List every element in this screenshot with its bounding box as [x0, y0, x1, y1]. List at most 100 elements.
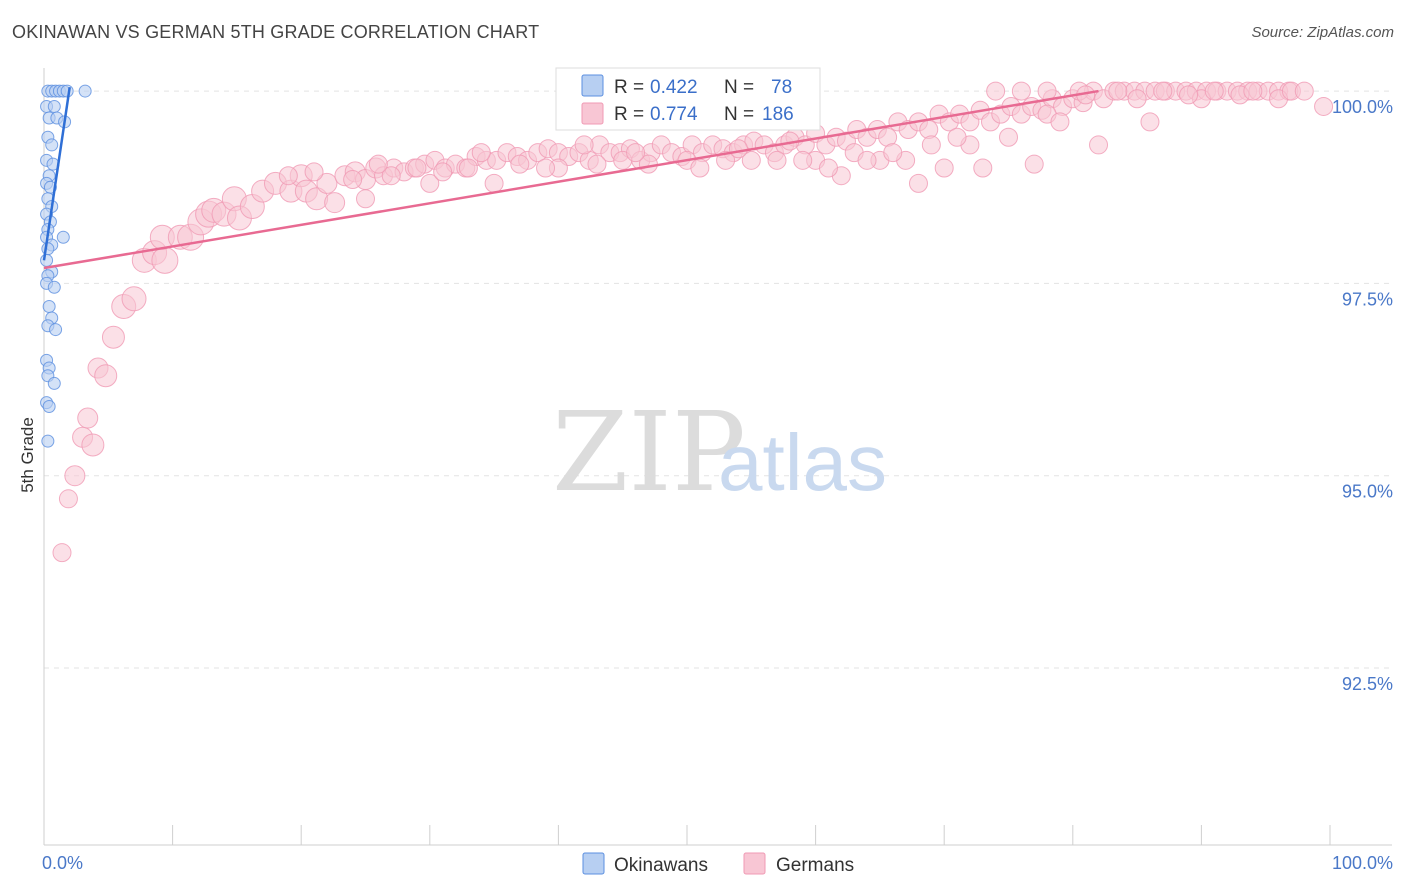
germans-point	[510, 154, 530, 174]
germans-point	[407, 158, 427, 178]
germans-point	[690, 158, 710, 178]
germans-point	[857, 150, 877, 170]
germans-point	[1314, 96, 1334, 116]
y-axis-title: 5th Grade	[18, 417, 37, 493]
germans-point	[1243, 81, 1263, 101]
germans-point	[343, 170, 363, 190]
series-legend: Okinawans Germans	[582, 852, 854, 876]
legend-r-label-germans: R =	[614, 104, 644, 125]
germans-point	[908, 173, 928, 193]
germans-point	[934, 158, 954, 178]
okinawans-point	[78, 84, 92, 98]
okinawans-point	[41, 242, 55, 256]
germans-point	[1089, 135, 1109, 155]
germans-point	[767, 150, 787, 170]
germans-point	[793, 150, 813, 170]
germans-point	[626, 143, 646, 163]
germans-point	[1011, 81, 1031, 101]
correlation-legend: R = 0.422 N = 78 R = 0.774 N = 186	[555, 67, 821, 131]
legend-swatch-germans	[581, 102, 604, 125]
legend-r-label-okinawans: R =	[614, 77, 644, 98]
germans-point	[52, 543, 72, 563]
germans-point	[818, 158, 838, 178]
y-tick-label: 97.5%	[1342, 289, 1393, 309]
germans-point	[121, 286, 147, 312]
series-legend-swatch-germans	[743, 852, 766, 875]
germans-point	[536, 158, 556, 178]
series-legend-swatch-okinawans	[582, 852, 605, 875]
axes	[43, 68, 1392, 846]
germans-point	[356, 189, 375, 209]
data-points	[40, 81, 1334, 563]
germans-point	[574, 135, 594, 155]
germans-point	[587, 154, 607, 174]
okinawans-point	[40, 253, 54, 267]
grid-lines	[44, 90, 1392, 669]
trend-lines	[42, 87, 1099, 270]
chart-source: Source: ZipAtlas.com	[1251, 24, 1394, 41]
okinawans-point	[47, 280, 61, 294]
watermark-zip: ZIP	[552, 388, 746, 516]
germans-point	[316, 172, 338, 194]
germans-point	[1140, 112, 1160, 132]
germans-point	[947, 127, 967, 147]
okinawans-point	[42, 299, 56, 313]
germans-point	[381, 166, 401, 186]
germans-point	[973, 158, 993, 178]
germans-point	[484, 173, 504, 193]
germans-point	[77, 407, 99, 429]
germans-point	[716, 150, 736, 170]
germans-point	[1127, 89, 1147, 109]
germans-point	[999, 127, 1018, 147]
series-legend-label-germans: Germans	[776, 855, 854, 876]
germans-point	[81, 433, 105, 457]
germans-point	[1204, 81, 1224, 101]
legend-r-value-germans: 0.774	[650, 104, 698, 125]
okinawans-point	[47, 376, 61, 390]
germans-point	[151, 246, 179, 274]
germans-point	[1153, 81, 1173, 101]
germans-point	[741, 150, 761, 170]
okinawans-point	[56, 230, 70, 244]
watermark-atlas: atlas	[718, 418, 887, 507]
y-tick-label: 100.0%	[1332, 97, 1393, 117]
series-legend-label-okinawans: Okinawans	[614, 855, 708, 876]
legend-n-value-okinawans: 78	[771, 77, 792, 98]
legend-n-label-okinawans: N =	[724, 77, 754, 98]
okinawans-point	[60, 84, 74, 98]
germans-point	[1108, 81, 1128, 101]
legend-r-value-okinawans: 0.422	[650, 77, 698, 98]
germans-point	[1024, 154, 1044, 174]
germans-point	[304, 162, 324, 182]
germans-point	[368, 154, 388, 174]
germans-point	[921, 135, 941, 155]
germans-point	[58, 489, 78, 509]
chart-title: OKINAWAN VS GERMAN 5TH GRADE CORRELATION…	[12, 22, 540, 42]
germans-point	[1294, 81, 1314, 101]
okinawans-trend-line	[42, 87, 71, 261]
germans-trend-line	[43, 89, 1099, 270]
germans-point	[986, 81, 1006, 101]
legend-n-label-germans: N =	[724, 104, 754, 125]
legend-swatch-okinawans	[581, 74, 604, 97]
germans-point	[324, 192, 346, 214]
germans-point	[64, 465, 86, 487]
germans-point	[1037, 81, 1057, 101]
germans-point	[458, 158, 478, 178]
germans-point	[1050, 112, 1070, 132]
germans-point	[433, 162, 453, 182]
okinawans-point	[47, 99, 61, 113]
germans-point	[420, 173, 440, 193]
germans-point	[883, 143, 903, 163]
germans-point	[278, 166, 298, 186]
germans-point	[728, 139, 748, 159]
germans-point	[1179, 85, 1199, 105]
okinawans-point	[45, 138, 59, 152]
okinawans-point	[49, 323, 63, 337]
germans-point	[94, 364, 118, 388]
okinawans-point	[41, 434, 55, 448]
x-tick-label: 100.0%	[1332, 853, 1393, 873]
tick-labels: 100.0% 97.5% 95.0% 92.5% 0.0% 100.0%	[42, 97, 1393, 873]
germans-point	[101, 325, 125, 349]
